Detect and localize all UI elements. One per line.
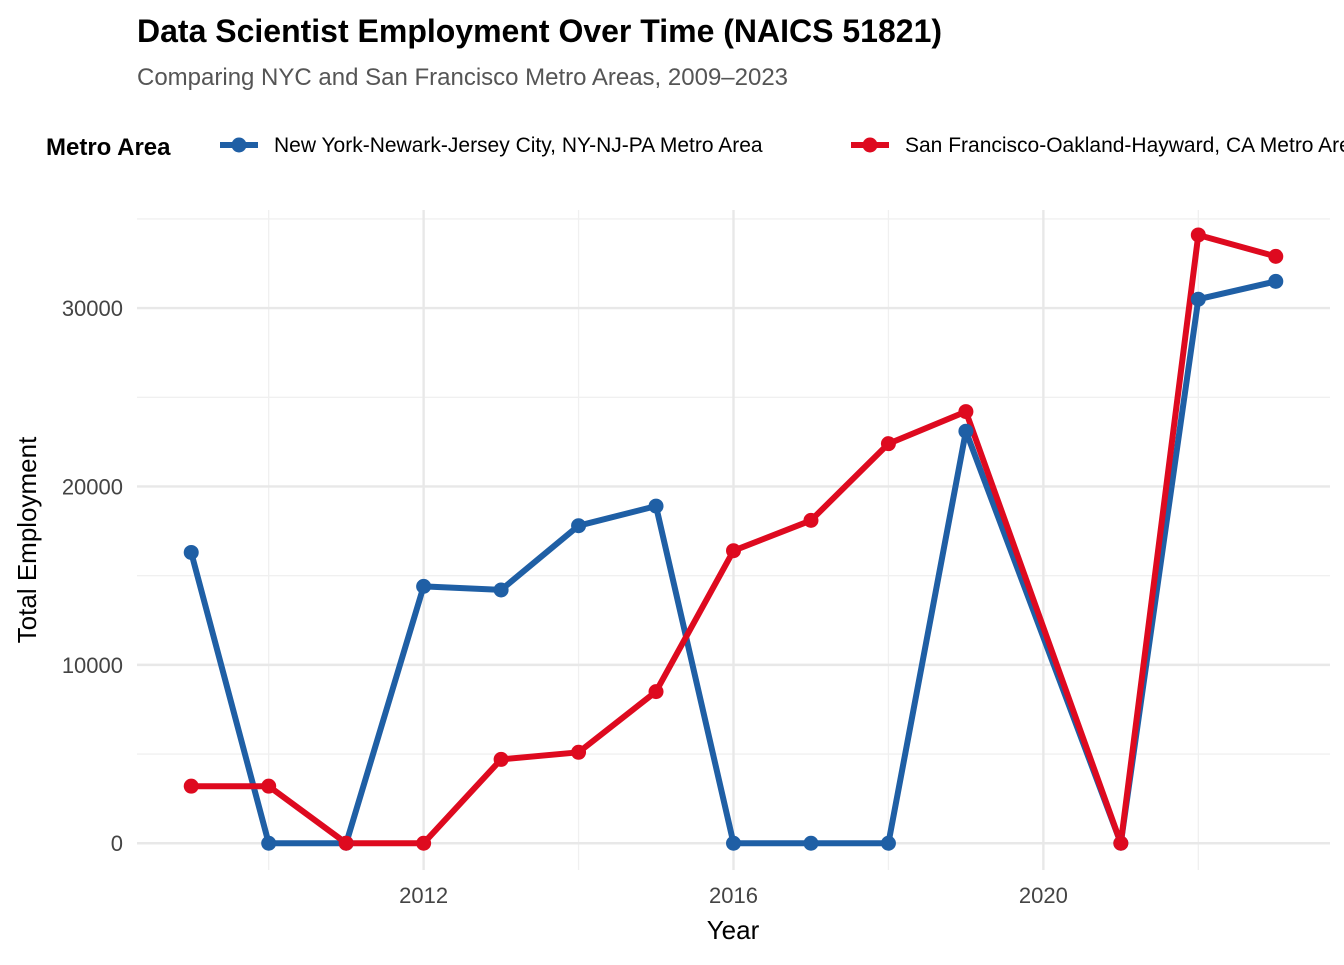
data-point bbox=[1113, 835, 1129, 851]
x-tick-label: 2012 bbox=[399, 883, 448, 908]
series-line-2 bbox=[188, 232, 1279, 847]
legend-swatch-point bbox=[862, 137, 878, 153]
data-point bbox=[261, 835, 277, 851]
y-axis: 0 10000 20000 30000 bbox=[62, 296, 123, 856]
legend-item-1: New York-Newark-Jersey City, NY-NJ-PA Me… bbox=[220, 134, 763, 157]
y-axis-label: Total Employment bbox=[12, 436, 42, 643]
data-point bbox=[1190, 227, 1206, 243]
legend-label: San Francisco-Oakland-Hayward, CA Metro … bbox=[905, 134, 1344, 157]
data-point bbox=[571, 518, 587, 534]
chart-title: Data Scientist Employment Over Time (NAI… bbox=[137, 13, 942, 49]
data-point bbox=[803, 512, 819, 528]
data-point bbox=[958, 423, 974, 439]
y-tick-label: 10000 bbox=[62, 653, 123, 678]
data-point bbox=[880, 835, 896, 851]
legend-swatch-point bbox=[231, 137, 247, 153]
x-axis: 2012 2016 2020 bbox=[399, 883, 1068, 908]
legend-item-2: San Francisco-Oakland-Hayward, CA Metro … bbox=[851, 134, 1344, 157]
data-point bbox=[571, 744, 587, 760]
data-point bbox=[648, 498, 664, 514]
legend: Metro Area New York-Newark-Jersey City, … bbox=[46, 134, 1344, 161]
legend-title: Metro Area bbox=[46, 134, 171, 161]
data-point bbox=[803, 835, 819, 851]
series-layer bbox=[188, 232, 1279, 847]
data-point bbox=[338, 835, 354, 851]
x-axis-label: Year bbox=[707, 915, 760, 945]
data-point bbox=[183, 544, 199, 560]
data-point bbox=[726, 835, 741, 851]
data-point bbox=[726, 543, 741, 559]
data-point bbox=[416, 835, 432, 851]
data-point bbox=[1190, 291, 1206, 307]
grid bbox=[137, 210, 1330, 870]
x-tick-label: 2016 bbox=[709, 883, 758, 908]
x-tick-label: 2020 bbox=[1019, 883, 1068, 908]
data-point bbox=[1268, 248, 1284, 264]
data-point bbox=[261, 778, 277, 794]
data-point bbox=[416, 578, 432, 594]
data-point bbox=[880, 436, 896, 452]
data-point bbox=[958, 404, 974, 420]
data-point bbox=[493, 582, 509, 598]
data-point bbox=[183, 778, 199, 794]
legend-label: New York-Newark-Jersey City, NY-NJ-PA Me… bbox=[274, 134, 763, 157]
data-point bbox=[1268, 273, 1284, 289]
data-point bbox=[648, 684, 664, 700]
y-tick-label: 30000 bbox=[62, 296, 123, 321]
series-points-2 bbox=[183, 227, 1284, 851]
points-layer bbox=[183, 227, 1284, 851]
chart-subtitle: Comparing NYC and San Francisco Metro Ar… bbox=[137, 64, 788, 91]
y-tick-label: 0 bbox=[111, 831, 123, 856]
data-point bbox=[493, 751, 509, 767]
y-tick-label: 20000 bbox=[62, 474, 123, 499]
